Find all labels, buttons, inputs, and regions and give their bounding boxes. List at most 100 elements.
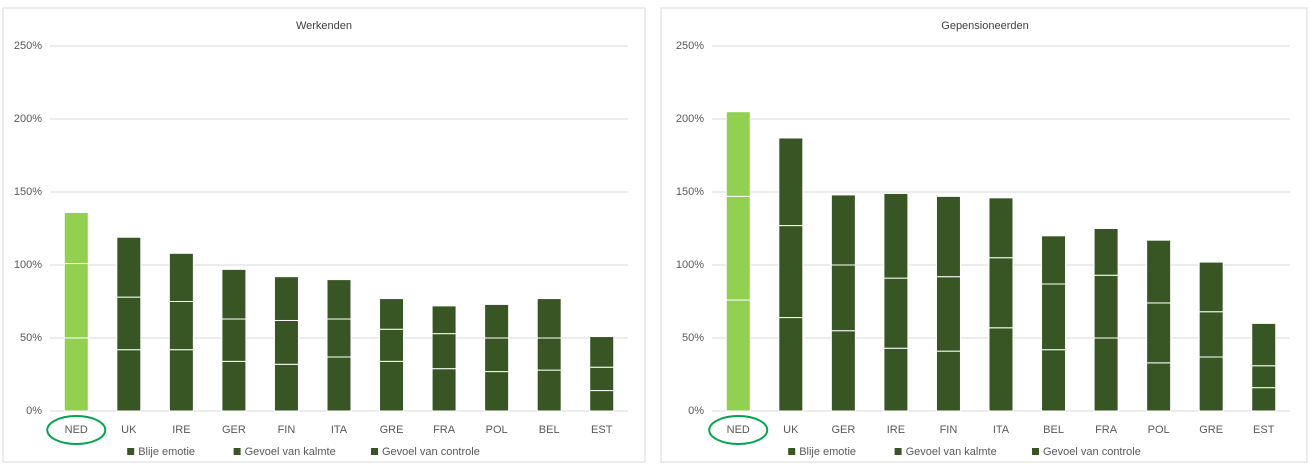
bar-segment [116,349,142,412]
bar-segment [1093,337,1119,412]
x-tick-label: IRE [172,424,190,436]
bar-segment [1198,356,1224,412]
x-tick-label: GER [222,424,246,436]
bar-segment [988,327,1014,412]
y-tick-label: 0% [26,405,42,417]
x-tick-label: FRA [433,424,456,436]
bar-segment [725,195,751,301]
bar-segment [725,111,751,197]
bar-segment [221,360,247,412]
x-tick-label: UK [121,424,137,436]
bar-segment [116,296,142,351]
y-tick-label: 200% [676,113,704,125]
legend-swatch [1032,448,1039,455]
x-tick-label: FIN [278,424,296,436]
bar-segment [988,257,1014,329]
legend-swatch [788,448,796,455]
y-tick-label: 100% [14,259,42,271]
legend-label: Blije emotie [799,446,856,458]
chart-title: Werkenden [296,20,352,32]
x-tick-label: POL [486,424,508,436]
bar-segment [326,279,352,320]
y-tick-label: 50% [20,332,42,344]
bar-segment [116,236,142,298]
bar-segment [1198,311,1224,358]
bar-segment [379,328,405,362]
bar-segment [273,276,299,321]
x-tick-label: ITA [993,424,1010,436]
bar-segment [379,298,405,330]
bar-segment [431,368,457,412]
bar-segment [484,371,510,412]
bar-segment [725,299,751,412]
bar-segment [778,137,804,227]
bar-segment [830,194,856,266]
highlight-ring [708,415,769,445]
bar-segment [221,318,247,362]
bar-segment [1146,302,1172,364]
highlight-ring [46,415,107,445]
bar-segment [1251,365,1277,389]
bar-segment [778,225,804,319]
y-tick-label: 100% [676,259,704,271]
bar-segment [63,337,89,412]
bar-segment [830,264,856,332]
y-tick-label: 50% [682,332,704,344]
x-tick-label: GRE [380,424,404,436]
legend-label: Gevoel van controle [382,446,480,458]
bar-segment [63,263,89,339]
x-tick-label: GRE [1199,424,1223,436]
bar-segment [1041,283,1067,351]
bar-segment [1198,261,1224,313]
x-tick-label: BEL [539,424,560,436]
bar-segment [1093,274,1119,339]
bar-segment [1146,239,1172,304]
legend-label: Gevoel van kalmte [245,446,336,458]
x-tick-label: BEL [1043,424,1064,436]
legend-swatch [371,448,378,455]
bar-segment [168,301,194,351]
bar-segment [935,276,961,352]
bar-segment [589,366,615,392]
bar-segment [326,356,352,412]
bar-segment [830,330,856,412]
bar-segment [883,277,909,349]
bar-segment [536,369,562,412]
legend-swatch [233,448,241,455]
bar-segment [484,337,510,373]
x-tick-label: NED [65,424,88,436]
y-tick-label: 150% [14,186,42,198]
bar-segment [431,305,457,335]
bar-segment [63,211,89,265]
y-tick-label: 0% [688,405,704,417]
y-tick-label: 200% [14,113,42,125]
bar-segment [379,360,405,412]
x-tick-label: EST [1253,424,1275,436]
x-tick-label: FRA [1095,424,1118,436]
bar-segment [589,336,615,368]
legend-label: Gevoel van controle [1043,446,1141,458]
bar-segment [168,349,194,412]
bar-segment [988,197,1014,259]
bar-segment [935,350,961,412]
bar-segment [589,390,615,412]
bar-segment [221,268,247,320]
bar-segment [883,192,909,279]
bar-segment [431,333,457,370]
x-tick-label: POL [1148,424,1170,436]
x-tick-label: EST [591,424,613,436]
x-tick-label: ITA [331,424,348,436]
bar-segment [273,319,299,365]
bar-segment [935,195,961,278]
bar-segment [1146,362,1172,412]
bar-segment [1041,235,1067,285]
bar-segment [326,318,352,358]
bar-segment [883,347,909,412]
bar-segment [484,303,510,339]
x-tick-label: NED [727,424,750,436]
x-tick-label: GER [831,424,855,436]
y-tick-label: 150% [676,186,704,198]
x-tick-label: FIN [940,424,958,436]
bar-segment [778,317,804,412]
bar-segment [1041,349,1067,412]
